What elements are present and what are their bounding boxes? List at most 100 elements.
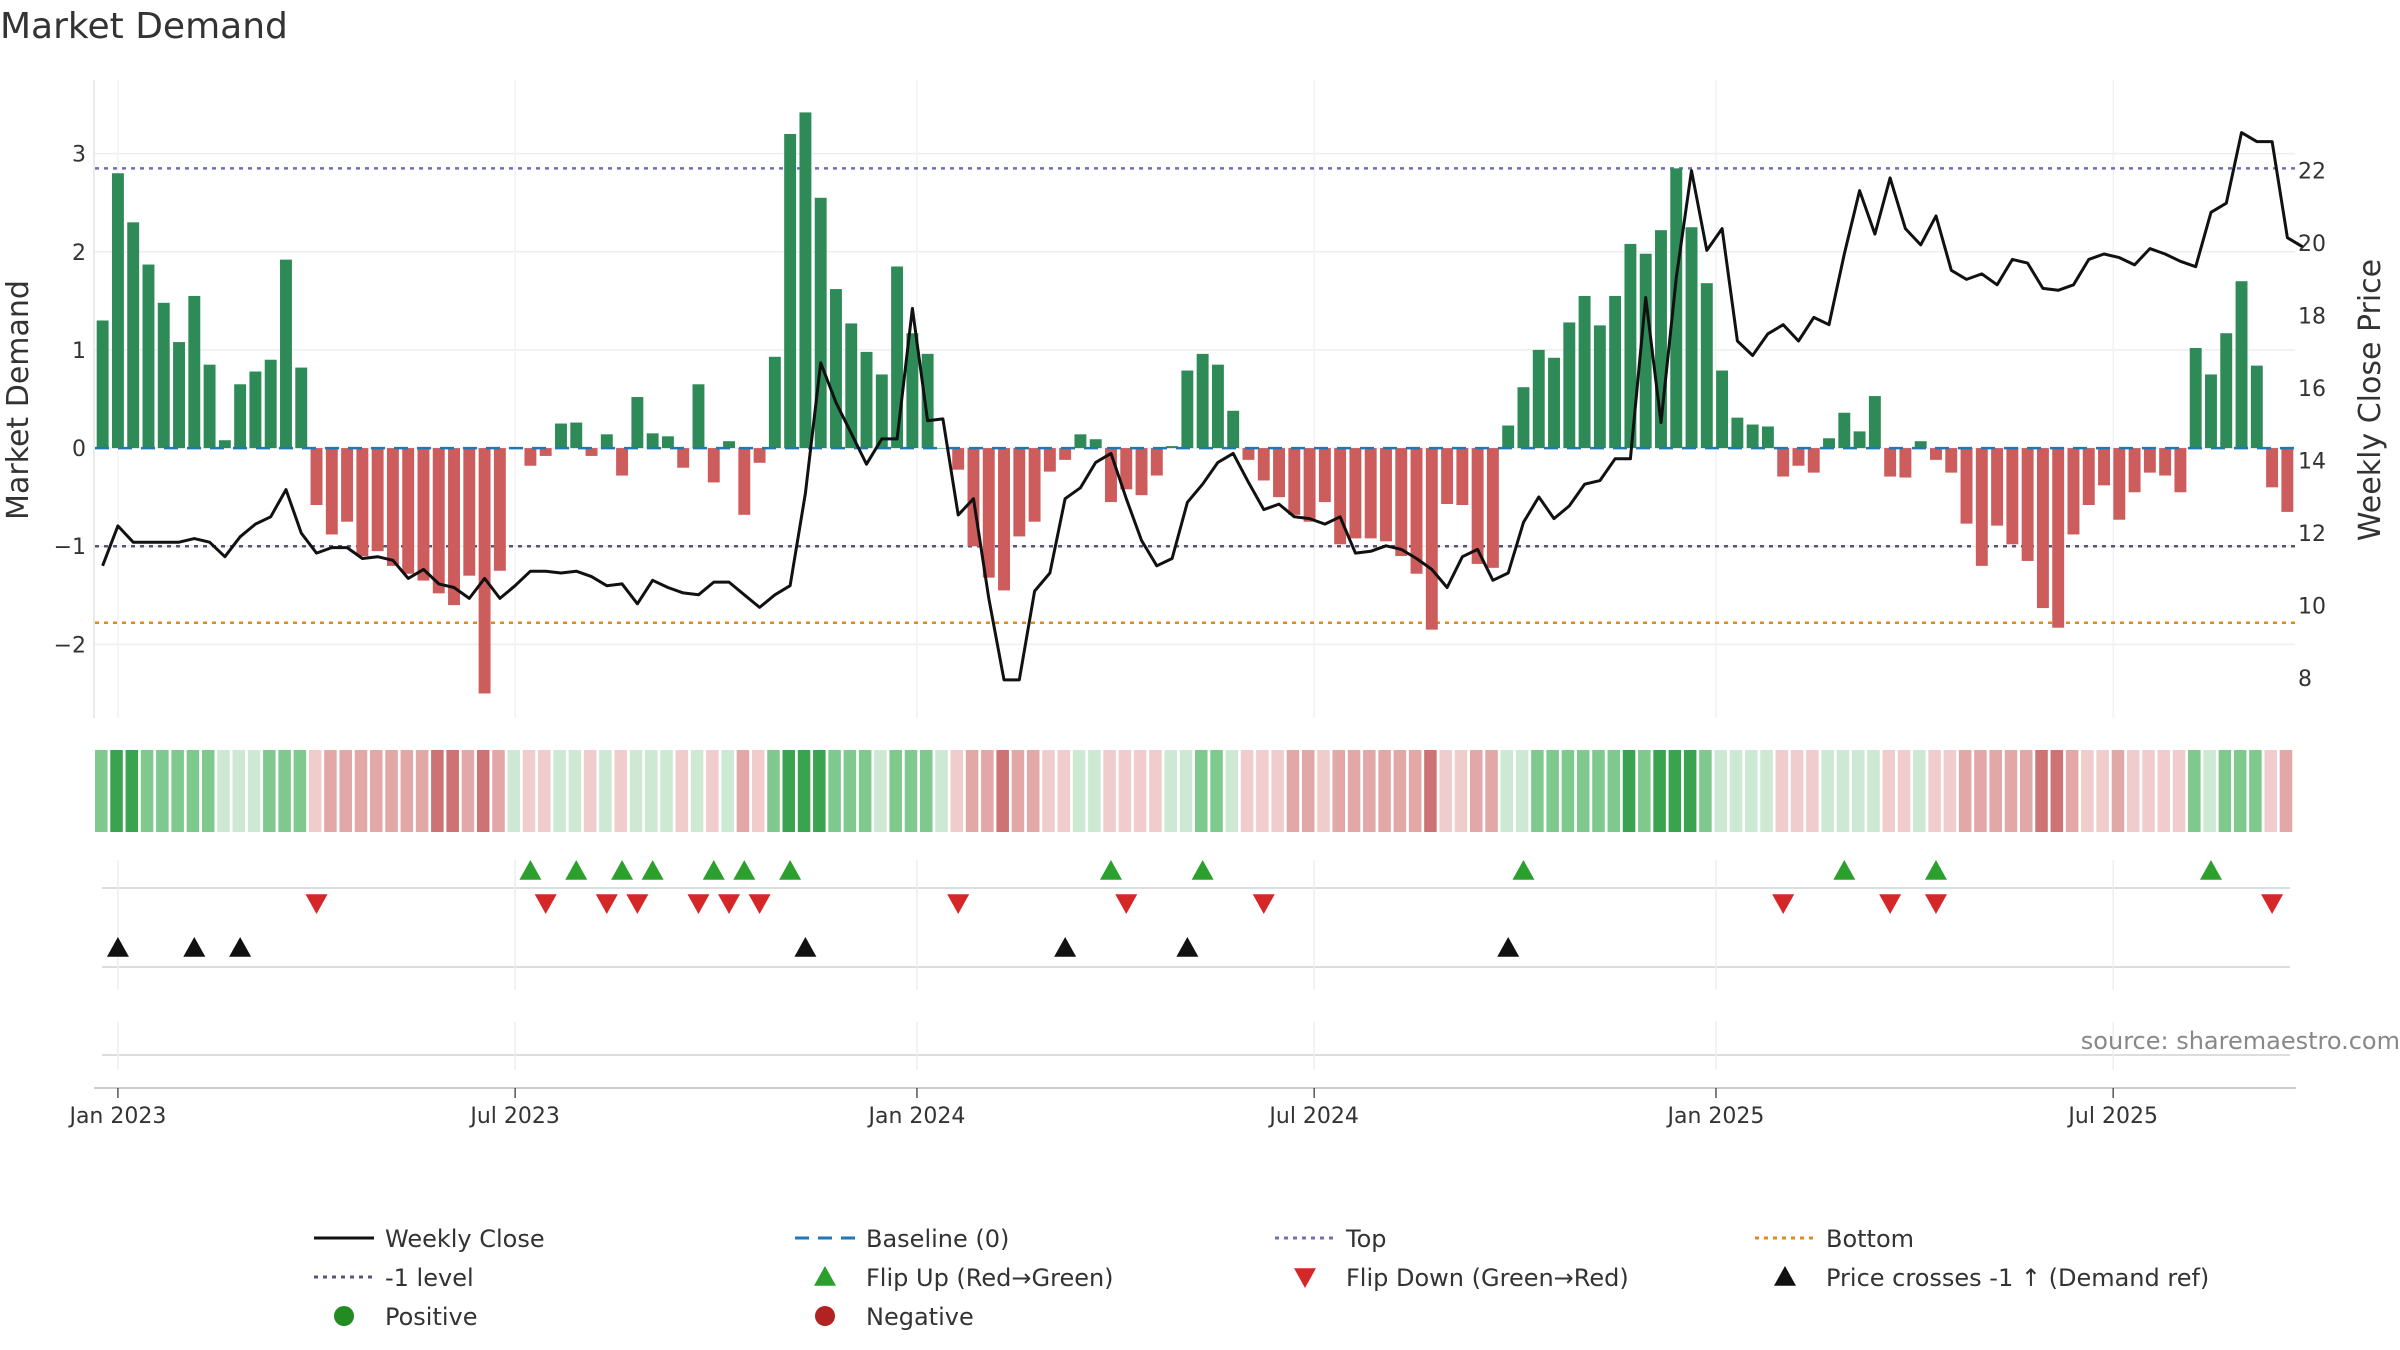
- demand-bar: [1288, 448, 1301, 515]
- heat-cell: [1622, 750, 1636, 832]
- heat-cell: [1408, 750, 1422, 832]
- heat-cell: [553, 750, 566, 832]
- heat-cell: [1561, 750, 1575, 832]
- left-axis-ticks: −2 −1 0 1 2 3: [54, 143, 86, 659]
- heat-cell: [2279, 750, 2293, 832]
- demand-bar: [1135, 448, 1148, 496]
- demand-bar: [402, 448, 415, 574]
- demand-bar: [1242, 448, 1255, 460]
- demand-bar: [417, 448, 430, 581]
- demand-bar: [2036, 448, 2049, 609]
- demand-bar: [1823, 438, 1835, 449]
- heat-cell: [1240, 750, 1254, 832]
- heat-cell: [1378, 750, 1391, 832]
- demand-bar: [356, 448, 369, 557]
- heat-cell: [904, 750, 918, 832]
- heat-cell: [446, 750, 459, 832]
- heat-cell: [1745, 750, 1758, 832]
- demand-bar: [982, 448, 995, 578]
- demand-bar: [1548, 357, 1560, 449]
- heat-cell: [1867, 750, 1880, 832]
- heat-cell: [965, 750, 979, 832]
- right-tick-label: 8: [2298, 667, 2312, 692]
- heat-cell: [2004, 750, 2018, 832]
- heat-cell: [767, 750, 780, 832]
- demand-bar: [2128, 448, 2141, 493]
- demand-bar: [1349, 448, 1362, 539]
- demand-heat-strip: [95, 750, 2293, 832]
- legend-swatch: [334, 1306, 354, 1326]
- heat-cell: [476, 750, 490, 832]
- heat-cell: [1118, 750, 1132, 832]
- demand-bar: [2205, 374, 2217, 449]
- left-tick-label: 0: [72, 437, 86, 462]
- heat-cell: [538, 750, 551, 832]
- demand-bar: [1043, 448, 1056, 472]
- demand-bar: [616, 448, 629, 476]
- demand-bar: [921, 353, 934, 449]
- demand-bar: [952, 448, 965, 470]
- heat-cell: [354, 750, 368, 832]
- left-axis-title: Market Demand: [1, 280, 36, 520]
- heat-cell: [2203, 750, 2216, 832]
- heat-cell: [645, 750, 658, 832]
- flip-down-marker: [687, 894, 710, 914]
- heat-cell: [2233, 750, 2247, 832]
- heat-cell: [935, 750, 948, 832]
- demand-bar: [463, 448, 476, 576]
- demand-bar: [784, 133, 797, 449]
- flip-down-marker: [947, 894, 970, 914]
- demand-bar: [677, 448, 690, 468]
- heat-cell: [415, 750, 429, 832]
- flip-up-marker: [565, 860, 588, 880]
- heat-cell: [2020, 750, 2033, 832]
- price-cross-marker: [1176, 937, 1199, 957]
- demand-bar: [142, 264, 155, 449]
- demand-bar: [234, 384, 247, 449]
- heat-cell: [1607, 750, 1621, 832]
- demand-bar: [1318, 448, 1331, 503]
- heat-cell: [1347, 750, 1361, 832]
- legend-label: Price crosses -1 ↑ (Demand ref): [1826, 1264, 2209, 1292]
- heat-cell: [2264, 750, 2277, 832]
- heat-cell: [583, 750, 597, 832]
- demand-bar: [539, 448, 552, 456]
- heat-cell: [1133, 750, 1147, 832]
- heat-cell: [1332, 750, 1346, 832]
- heat-cell: [2096, 750, 2109, 832]
- heat-cell: [1317, 750, 1330, 832]
- heat-cell: [1485, 750, 1498, 832]
- demand-bar: [2174, 448, 2187, 493]
- demand-bar: [2098, 448, 2110, 486]
- heat-cell: [1103, 750, 1116, 832]
- demand-bars: [96, 112, 2294, 694]
- heat-cell: [1897, 750, 1911, 832]
- heat-cell: [1775, 750, 1789, 832]
- heat-cell: [324, 750, 337, 832]
- demand-bar: [1700, 283, 1713, 449]
- demand-bar: [936, 448, 949, 449]
- demand-bar: [264, 359, 277, 449]
- heat-cell: [690, 750, 704, 832]
- legend-swatch: [1774, 1266, 1796, 1286]
- heat-cell: [461, 750, 475, 832]
- demand-bar: [1273, 448, 1285, 498]
- demand-bar: [249, 371, 262, 449]
- left-tick-label: 1: [72, 339, 86, 364]
- heat-cell: [660, 750, 673, 832]
- heat-cell: [522, 750, 536, 832]
- demand-bar: [1532, 349, 1545, 449]
- right-tick-label: 20: [2298, 232, 2326, 257]
- demand-bar: [1395, 448, 1408, 557]
- demand-bar: [310, 448, 323, 506]
- heat-cell: [201, 750, 215, 832]
- x-tick-label: Jul 2023: [468, 1104, 560, 1129]
- flip-down-markers: [305, 894, 2284, 914]
- heat-cell: [1790, 750, 1804, 832]
- demand-bar: [646, 433, 659, 449]
- legend-swatch: [1294, 1268, 1316, 1288]
- demand-bar: [1838, 412, 1851, 449]
- demand-bar: [1257, 448, 1270, 481]
- right-tick-label: 12: [2298, 522, 2326, 547]
- x-tick-label: Jan 2023: [67, 1104, 166, 1129]
